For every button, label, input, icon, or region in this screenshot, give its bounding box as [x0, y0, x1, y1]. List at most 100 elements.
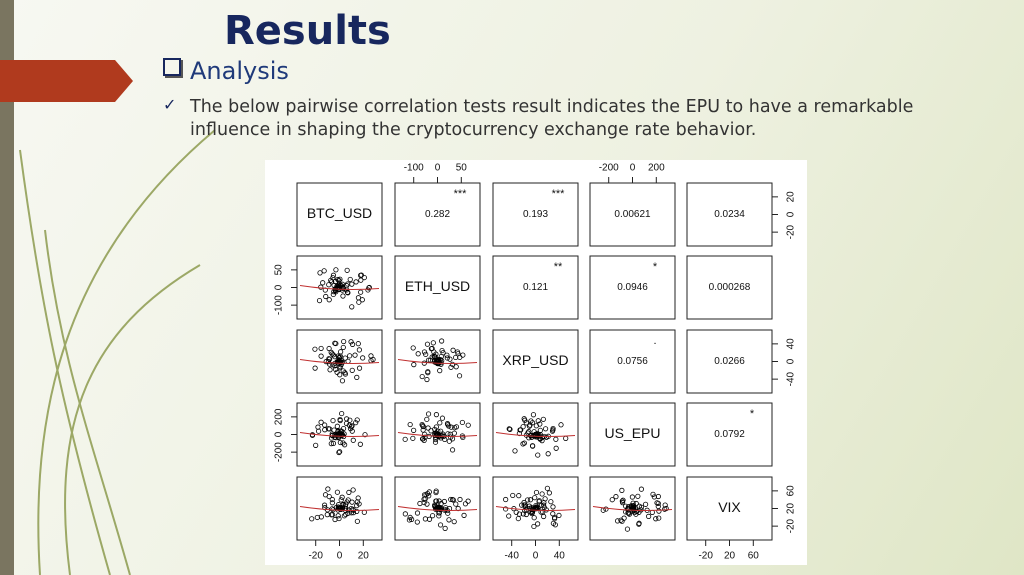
scatter-point — [314, 514, 320, 521]
scatter-point — [368, 353, 374, 359]
bullet-box — [163, 58, 181, 76]
scatter-point — [426, 516, 433, 522]
panel — [296, 182, 383, 247]
scatter-point — [619, 518, 625, 524]
scatter-point — [309, 432, 316, 438]
scatter-point — [337, 449, 343, 455]
scatter-point — [335, 513, 341, 519]
variable-name: ETH_USD — [405, 278, 470, 294]
scatter-point — [340, 425, 347, 432]
correlation-matrix: BTC_USD 0.282***0.193***0.00621 0.0234ETH_… — [265, 160, 807, 565]
scatter-point — [338, 349, 344, 355]
significance: . — [653, 335, 656, 347]
panel — [686, 255, 773, 320]
scatter-point — [341, 513, 347, 519]
scatter-point — [453, 501, 459, 507]
panel — [394, 402, 481, 467]
scatter-point — [651, 494, 657, 500]
scatter-point — [656, 515, 662, 521]
scatter-point — [529, 420, 536, 426]
scatter-point — [524, 497, 531, 503]
scatter-point — [563, 435, 569, 442]
scatter-point — [430, 340, 436, 346]
scatter-point — [424, 376, 430, 383]
axis-tick-label: 0 — [786, 211, 797, 217]
correlation: 0.0266 — [714, 356, 745, 367]
scatter-point — [439, 338, 445, 344]
scatter-point — [457, 496, 463, 503]
scatter-point — [638, 486, 645, 492]
scatter-point — [459, 419, 465, 426]
scatter-point — [360, 355, 366, 361]
correlation: 0.0946 — [617, 282, 648, 293]
scatter-point — [411, 362, 417, 368]
scatter-point — [447, 356, 453, 362]
scatter-point — [460, 352, 466, 358]
scatter-point — [630, 500, 636, 506]
panel — [394, 329, 481, 394]
scatter-point — [448, 496, 454, 503]
scatter-point — [407, 421, 413, 428]
significance: * — [653, 261, 658, 273]
scatter-point — [452, 425, 458, 431]
scatter-point — [406, 517, 413, 523]
scatter-point — [333, 366, 339, 372]
scatter-point — [443, 505, 449, 511]
scatter-point — [600, 507, 606, 513]
fit-line — [495, 506, 576, 511]
scatter-point — [552, 514, 558, 521]
scatter-point — [324, 512, 330, 518]
scatter-point — [329, 512, 336, 518]
scatter-point — [325, 486, 331, 492]
scatter-point — [556, 512, 562, 519]
scatter-point — [329, 351, 335, 357]
scatter-point — [448, 424, 454, 430]
title: Results — [224, 8, 391, 54]
scatter-point — [333, 340, 339, 347]
scatter-point — [328, 349, 334, 355]
scatter-point — [328, 441, 334, 447]
scatter-point — [344, 289, 351, 295]
scatter-point — [540, 416, 546, 422]
scatter-point — [349, 304, 355, 310]
axis-tick-label: 0 — [274, 431, 285, 437]
scatter-point — [350, 437, 356, 443]
scatter-point — [342, 370, 348, 376]
scatter-point — [422, 431, 428, 437]
scatter-point — [421, 360, 427, 366]
scatter-point — [529, 434, 535, 440]
scatter-point — [359, 297, 365, 303]
scatter-point — [442, 436, 448, 442]
scatter-point — [402, 511, 408, 517]
scatter-point — [625, 510, 631, 516]
scatter-point — [318, 419, 324, 425]
scatter-point — [531, 515, 537, 521]
scatter-point — [445, 510, 451, 516]
scatter-point — [520, 441, 526, 447]
scatter-point — [530, 412, 537, 418]
scatter-point — [329, 496, 335, 503]
scatter-point — [533, 489, 540, 496]
scatter-point — [327, 356, 333, 362]
scatter-point — [336, 515, 342, 522]
scatter-point — [456, 373, 463, 379]
scatter-point — [354, 508, 360, 515]
scatter-point — [402, 436, 408, 442]
scatter-point — [642, 501, 649, 507]
scatter-point — [355, 495, 361, 501]
correlation: 0.0792 — [714, 429, 745, 440]
scatter-point — [436, 513, 442, 519]
axis-tick-label: 40 — [554, 551, 566, 562]
scatter-point — [538, 509, 544, 515]
fit-line — [397, 359, 478, 364]
scatter-point — [348, 339, 354, 345]
scatter-point — [361, 274, 367, 281]
scatter-point — [334, 423, 340, 429]
scatter-point — [441, 498, 447, 505]
scatter-point — [337, 372, 343, 378]
scatter-point — [349, 341, 356, 347]
scatter-point — [558, 422, 564, 428]
scatter-point — [553, 436, 559, 442]
scatter-point — [542, 426, 549, 432]
